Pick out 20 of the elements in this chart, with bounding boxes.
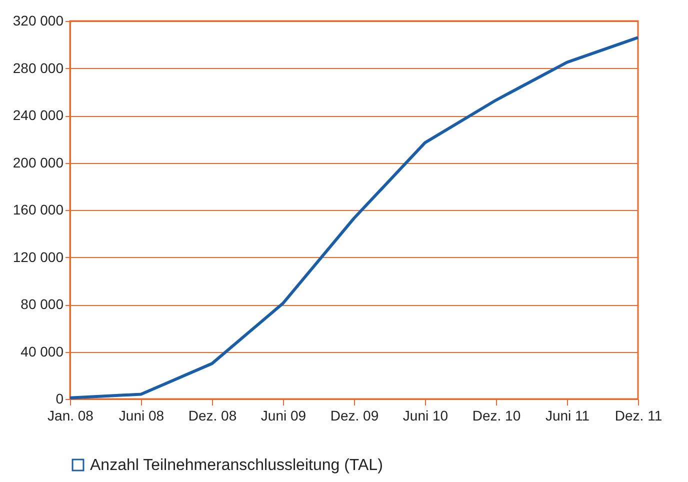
y-tick-label: 160 000 <box>12 202 64 218</box>
y-tick-label: 40 000 <box>20 343 64 360</box>
x-tick-label: Dez. 10 <box>472 408 521 424</box>
y-tick-label: 320 000 <box>12 12 64 28</box>
x-tick-label: Dez. 08 <box>188 408 237 424</box>
y-tick-label: 120 000 <box>12 248 64 265</box>
y-tick-label: 280 000 <box>12 60 64 76</box>
x-tick-label: Dez. 11 <box>614 408 662 424</box>
legend-label: Anzahl Teilnehmeranschlussleitung (TAL) <box>90 457 383 474</box>
y-tick-label: 200 000 <box>12 154 64 170</box>
y-tick-label: 240 000 <box>12 107 64 123</box>
x-tick-label: Dez. 09 <box>330 408 379 424</box>
y-tick-label: 0 <box>56 390 64 406</box>
y-tick-label: 80 000 <box>20 296 64 312</box>
x-tick-label: Juni 08 <box>118 408 164 424</box>
line-series <box>68 36 640 400</box>
x-tick-label: Juni 11 <box>545 408 590 424</box>
x-tick-label: Juni 10 <box>402 408 448 424</box>
x-tick-label: Juni 09 <box>260 408 306 424</box>
x-tick-label: Jan. 08 <box>48 408 94 424</box>
